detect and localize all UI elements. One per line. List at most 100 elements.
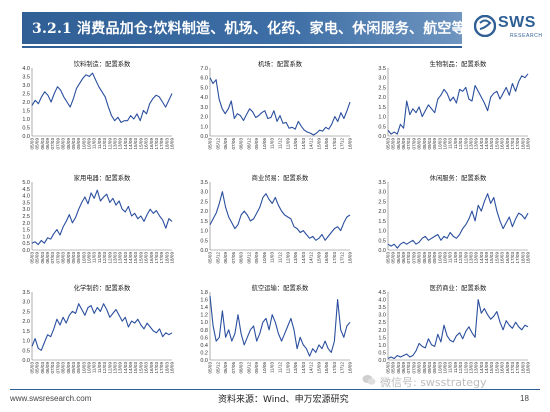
series-line [31, 72, 173, 123]
y-tick-label: 5.0 [200, 85, 208, 91]
x-tick-label: 12/03 [102, 362, 107, 374]
series-line [387, 299, 529, 360]
x-tick-label: 09/09 [254, 362, 259, 374]
x-tick-label: 10/03 [437, 138, 442, 150]
x-tick-label: 10/09 [443, 252, 448, 264]
x-tick-label: 13/03 [112, 362, 117, 374]
x-tick-label: 18/09 [526, 252, 531, 264]
chart-title: 航空运输：配置系数 [252, 283, 309, 292]
y-tick-label: 4.0 [22, 194, 30, 200]
x-tick-label: 18/09 [526, 362, 531, 374]
x-tick-label: 14/09 [484, 138, 489, 150]
x-tick-label: 06/03 [40, 362, 45, 374]
x-tick-label: 06/09 [223, 138, 228, 150]
y-tick-label: 0.5 [22, 241, 30, 247]
y-tick-label: 3.0 [22, 300, 30, 306]
x-tick-label: 18/09 [170, 362, 175, 374]
y-tick-label: 0.0 [200, 248, 208, 254]
x-tick-label: 08/09 [422, 252, 427, 264]
x-tick-label: 13/03 [468, 362, 473, 374]
x-tick-label: 10/03 [437, 252, 442, 264]
x-tick-label: 17/03 [332, 138, 337, 150]
y-tick-label: 2.0 [200, 115, 208, 121]
chart-svg: 0.00.51.01.52.02.53.03.505/03 05/12 06/09 0… [200, 173, 352, 264]
x-tick-label: 15/03 [133, 138, 138, 150]
chart-svg: 0.00.51.01.52.02.53.03.54.04.55.0 05/03 05… [22, 173, 175, 264]
chart-panel: 0.0 0.2 0.4 0.6 0.8 1.0 1.2 1.4 1.6 1.8 05/03 05/12… [190, 282, 356, 388]
x-tick-label: 06/09 [401, 138, 406, 150]
x-tick-label: 08/03 [61, 252, 66, 264]
x-tick-label: 18/09 [170, 252, 175, 264]
chart-title: 家用电器：配置系数 [74, 173, 131, 182]
x-tick-label: 08/03 [239, 138, 244, 150]
x-tick-label: 06/09 [401, 252, 406, 264]
x-tick-label: 08/09 [66, 252, 71, 264]
chart-svg: 0.0 0.20.4 0.60.8 1.01.2 1.41.6 1.8 05/03 05/12… [200, 283, 352, 374]
y-tick-label: 0.5 [200, 238, 208, 244]
x-tick-label: 10/09 [443, 138, 448, 150]
x-tick-label: 15/03 [133, 362, 138, 374]
x-tick-label: 12/09 [285, 362, 290, 374]
y-tick-label: 0.0 [378, 358, 386, 364]
x-tick-label: 06/09 [223, 362, 228, 374]
x-tick-label: 13/09 [118, 138, 123, 150]
sws-logo: SWS RESEARCH [472, 10, 546, 46]
chart-svg: 0.0 0.51.0 1.52.0 2.53.0 3.54.0 4.5 05/03 05/09… [378, 283, 531, 374]
x-tick-label: 14/03 [301, 362, 306, 374]
x-tick-label: 10/06 [262, 138, 267, 150]
x-tick-label: 10/09 [87, 138, 92, 150]
slide-title: 3.2.1 消费品加仓:饮料制造、机场、化药、家电、休闲服务、航空等 [32, 21, 466, 37]
x-tick-label: 07/09 [55, 362, 60, 374]
x-tick-label: 11/09 [97, 362, 102, 374]
footer-url[interactable]: www.swsresearch.com [10, 394, 92, 403]
page-number: 18 [520, 394, 529, 403]
x-tick-label: 13/09 [474, 138, 479, 150]
x-tick-label: 15/09 [138, 252, 143, 264]
y-tick-label: 2.5 [200, 199, 208, 205]
chart-svg: 0.00.51.01.52.02.53.03.54.005/03 05/09 06/… [22, 59, 174, 150]
y-tick-label: 0.0 [200, 358, 208, 364]
x-tick-label: 11/03 [92, 362, 97, 374]
x-tick-label: 15/09 [138, 138, 143, 150]
x-tick-label: 13/09 [474, 252, 479, 264]
x-tick-label: 11/03 [270, 252, 275, 264]
x-tick-label: 18/03 [520, 362, 525, 374]
x-tick-label: 15/09 [494, 138, 499, 150]
x-tick-label: 10/06 [262, 252, 267, 264]
slide-footer: www.swsresearch.com 资料来源：Wind、申万宏源研究 18 [0, 386, 550, 412]
y-tick-label: 1.5 [22, 228, 30, 234]
x-tick-label: 08/03 [417, 252, 422, 264]
x-tick-label: 18/03 [520, 252, 525, 264]
y-tick-label: 1.2 [200, 313, 208, 319]
chart-title: 生物制品：配置系数 [430, 59, 487, 68]
x-tick-label: 13/09 [474, 362, 479, 374]
x-tick-label: 08/03 [61, 138, 66, 150]
chart-svg: 0.01.02.03.04.05.06.07.005/03 05/12 06/09 0… [200, 59, 352, 150]
x-tick-label: 09/03 [71, 362, 76, 374]
chart-panel: 0.0 0.5 1.0 1.5 2.0 2.5 3.0 3.5 4.0 4.5 05/03 05/09… [368, 282, 534, 388]
footer-divider [10, 389, 540, 390]
y-tick-label: 1.0 [22, 117, 30, 123]
x-tick-label: 17/03 [332, 362, 337, 374]
y-tick-label: 0.5 [378, 238, 386, 244]
chart-panel: 0.0 0.5 1.0 1.5 2.0 2.5 3.0 3.5 05/03 05/09 06/03 0… [368, 172, 534, 278]
x-tick-label: 18/03 [164, 138, 169, 150]
y-tick-label: 0.0 [378, 134, 386, 140]
chart-title: 医药商业：配置系数 [430, 283, 487, 292]
x-tick-label: 08/09 [422, 138, 427, 150]
x-tick-label: 08/09 [422, 362, 427, 374]
y-tick-label: 2.0 [378, 95, 386, 101]
x-tick-label: 05/09 [35, 138, 40, 150]
x-tick-label: 14/03 [123, 362, 128, 374]
x-tick-label: 18/09 [526, 138, 531, 150]
x-tick-label: 06/03 [40, 138, 45, 150]
title-underline [22, 46, 462, 48]
logo-subtext: RESEARCH [510, 33, 543, 39]
x-tick-label: 06/03 [396, 138, 401, 150]
y-tick-label: 2.0 [378, 209, 386, 215]
x-tick-label: 07/03 [50, 252, 55, 264]
x-tick-label: 10/03 [81, 252, 86, 264]
x-tick-label: 09/09 [432, 138, 437, 150]
x-tick-label: 06/03 [396, 252, 401, 264]
y-tick-label: 3.0 [378, 313, 386, 319]
